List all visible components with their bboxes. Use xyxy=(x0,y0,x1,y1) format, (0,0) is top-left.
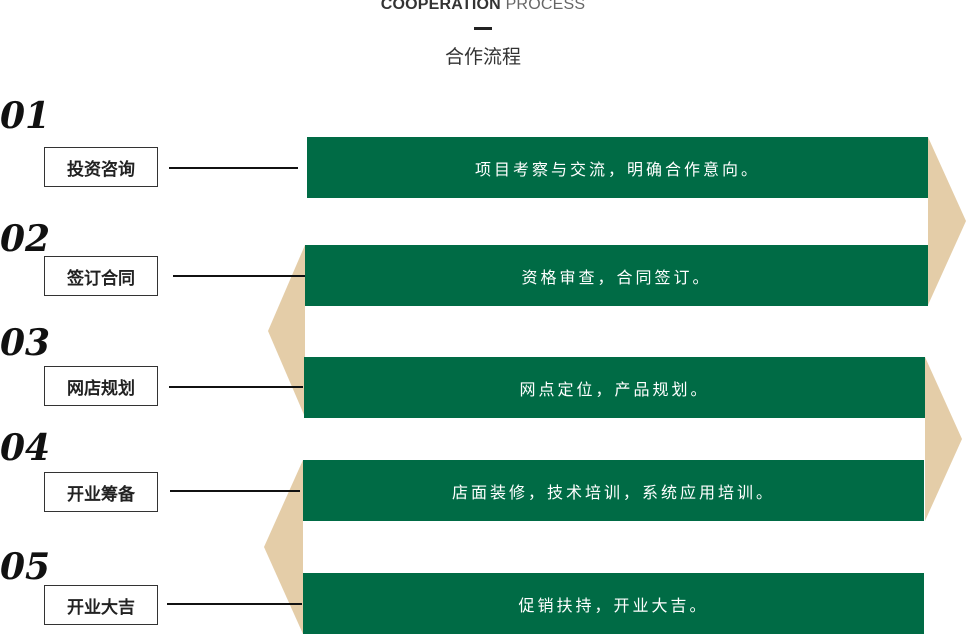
step-label-box-3: 网店规划 xyxy=(44,366,158,406)
step-label-2: 签订合同 xyxy=(67,268,135,288)
connector-left-2 xyxy=(268,245,305,417)
step-number-1: 01 xyxy=(0,95,51,137)
title-english: COOPERATION PROCESS xyxy=(0,0,966,14)
step-number-5: 05 xyxy=(0,546,51,588)
step-label-box-1: 投资咨询 xyxy=(44,147,158,187)
title-english-light: PROCESS xyxy=(505,0,586,13)
step-number-2: 02 xyxy=(0,218,51,260)
step-label-5: 开业大吉 xyxy=(67,597,135,617)
step-number-3: 03 xyxy=(0,322,51,364)
step-description-5: 促销扶持，开业大吉。 xyxy=(518,597,709,615)
connector-right-3 xyxy=(925,357,962,521)
connector-left-4 xyxy=(264,460,303,634)
title-divider xyxy=(474,27,492,30)
step-label-1: 投资咨询 xyxy=(67,159,135,179)
step-connector-line-3 xyxy=(169,386,303,388)
step-connector-line-5 xyxy=(167,603,302,605)
step-label-box-4: 开业筹备 xyxy=(44,472,158,512)
step-bar-3: 网点定位，产品规划。 xyxy=(304,357,925,418)
step-bar-1: 项目考察与交流，明确合作意向。 xyxy=(307,137,928,198)
step-description-4: 店面装修，技术培训，系统应用培训。 xyxy=(451,484,775,502)
step-label-3: 网店规划 xyxy=(67,378,135,398)
step-description-2: 资格审查，合同签订。 xyxy=(521,269,712,287)
step-bar-5: 促销扶持，开业大吉。 xyxy=(303,573,924,634)
connector-right-1 xyxy=(928,137,966,305)
step-description-1: 项目考察与交流，明确合作意向。 xyxy=(474,161,760,179)
title-chinese: 合作流程 xyxy=(444,47,521,68)
step-connector-line-4 xyxy=(170,490,300,492)
step-connector-line-1 xyxy=(169,167,298,169)
step-bar-2: 资格审查，合同签订。 xyxy=(305,245,928,306)
step-label-4: 开业筹备 xyxy=(67,484,135,504)
step-bar-4: 店面装修，技术培训，系统应用培训。 xyxy=(303,460,924,521)
step-connector-line-2 xyxy=(173,275,305,277)
title-english-bold: COOPERATION xyxy=(380,0,501,13)
step-number-4: 04 xyxy=(0,427,51,469)
step-label-box-2: 签订合同 xyxy=(44,256,158,296)
step-label-box-5: 开业大吉 xyxy=(44,585,158,625)
step-description-3: 网点定位，产品规划。 xyxy=(519,381,710,399)
